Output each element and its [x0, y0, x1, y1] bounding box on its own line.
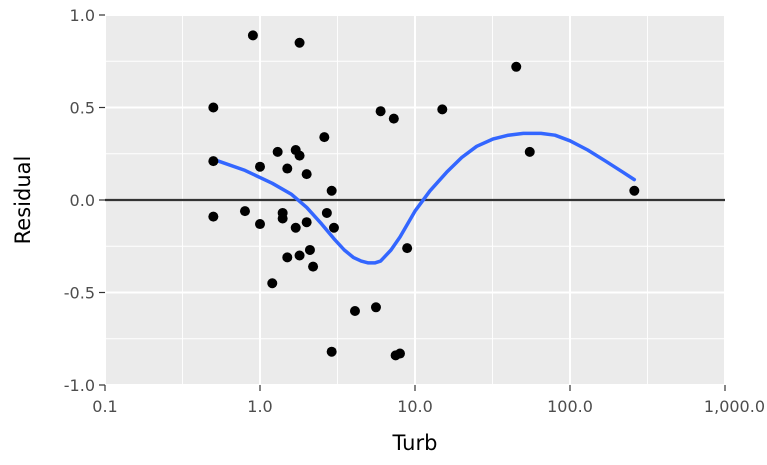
data-point — [524, 146, 535, 157]
data-point — [255, 219, 265, 230]
data-point — [282, 252, 293, 263]
x-tick-label: 1,000.0 — [704, 397, 765, 416]
data-point — [208, 211, 219, 222]
data-point — [247, 30, 258, 41]
y-axis-title: Residual — [11, 156, 35, 245]
data-point — [370, 302, 381, 313]
y-tick-label: 0.5 — [70, 99, 95, 118]
x-tick-label: 0.1 — [92, 397, 117, 416]
data-point — [375, 106, 386, 117]
data-point — [321, 207, 332, 218]
y-tick-label: 1.0 — [70, 6, 95, 25]
data-point — [301, 169, 312, 180]
data-point — [294, 150, 305, 161]
data-point — [511, 61, 522, 72]
data-point — [239, 206, 250, 217]
data-point — [308, 261, 319, 272]
x-axis-ticks: 0.1 1.0 10.0 100.0 1,000.0 — [92, 385, 765, 416]
data-point — [402, 243, 413, 254]
data-point — [282, 163, 293, 174]
data-point — [272, 146, 283, 157]
x-tick-label: 100.0 — [547, 397, 593, 416]
y-tick-label: -1.0 — [64, 376, 95, 395]
data-point — [326, 346, 337, 357]
x-tick-label: 10.0 — [397, 397, 433, 416]
data-point — [629, 185, 640, 196]
x-tick-label: 1.0 — [247, 397, 272, 416]
data-point — [294, 250, 305, 261]
data-point — [437, 104, 448, 115]
data-point — [294, 37, 305, 48]
data-point — [326, 185, 337, 196]
data-point — [255, 161, 265, 172]
data-point — [208, 102, 219, 113]
data-point — [304, 244, 315, 255]
data-point — [267, 278, 278, 289]
data-point — [319, 132, 330, 143]
data-point — [349, 306, 360, 316]
data-point — [208, 156, 219, 167]
y-axis-ticks: -1.0 -0.5 0.0 0.5 1.0 — [64, 6, 105, 395]
data-point — [277, 213, 288, 224]
smooth-curve — [211, 131, 637, 265]
y-tick-label: -0.5 — [64, 284, 95, 303]
data-point — [301, 217, 312, 228]
data-point — [388, 113, 399, 124]
x-axis-title: Turb — [392, 431, 438, 455]
data-point — [290, 222, 301, 233]
data-point — [328, 222, 339, 233]
data-points — [208, 30, 640, 361]
y-tick-label: 0.0 — [70, 191, 95, 210]
data-point — [394, 348, 405, 359]
